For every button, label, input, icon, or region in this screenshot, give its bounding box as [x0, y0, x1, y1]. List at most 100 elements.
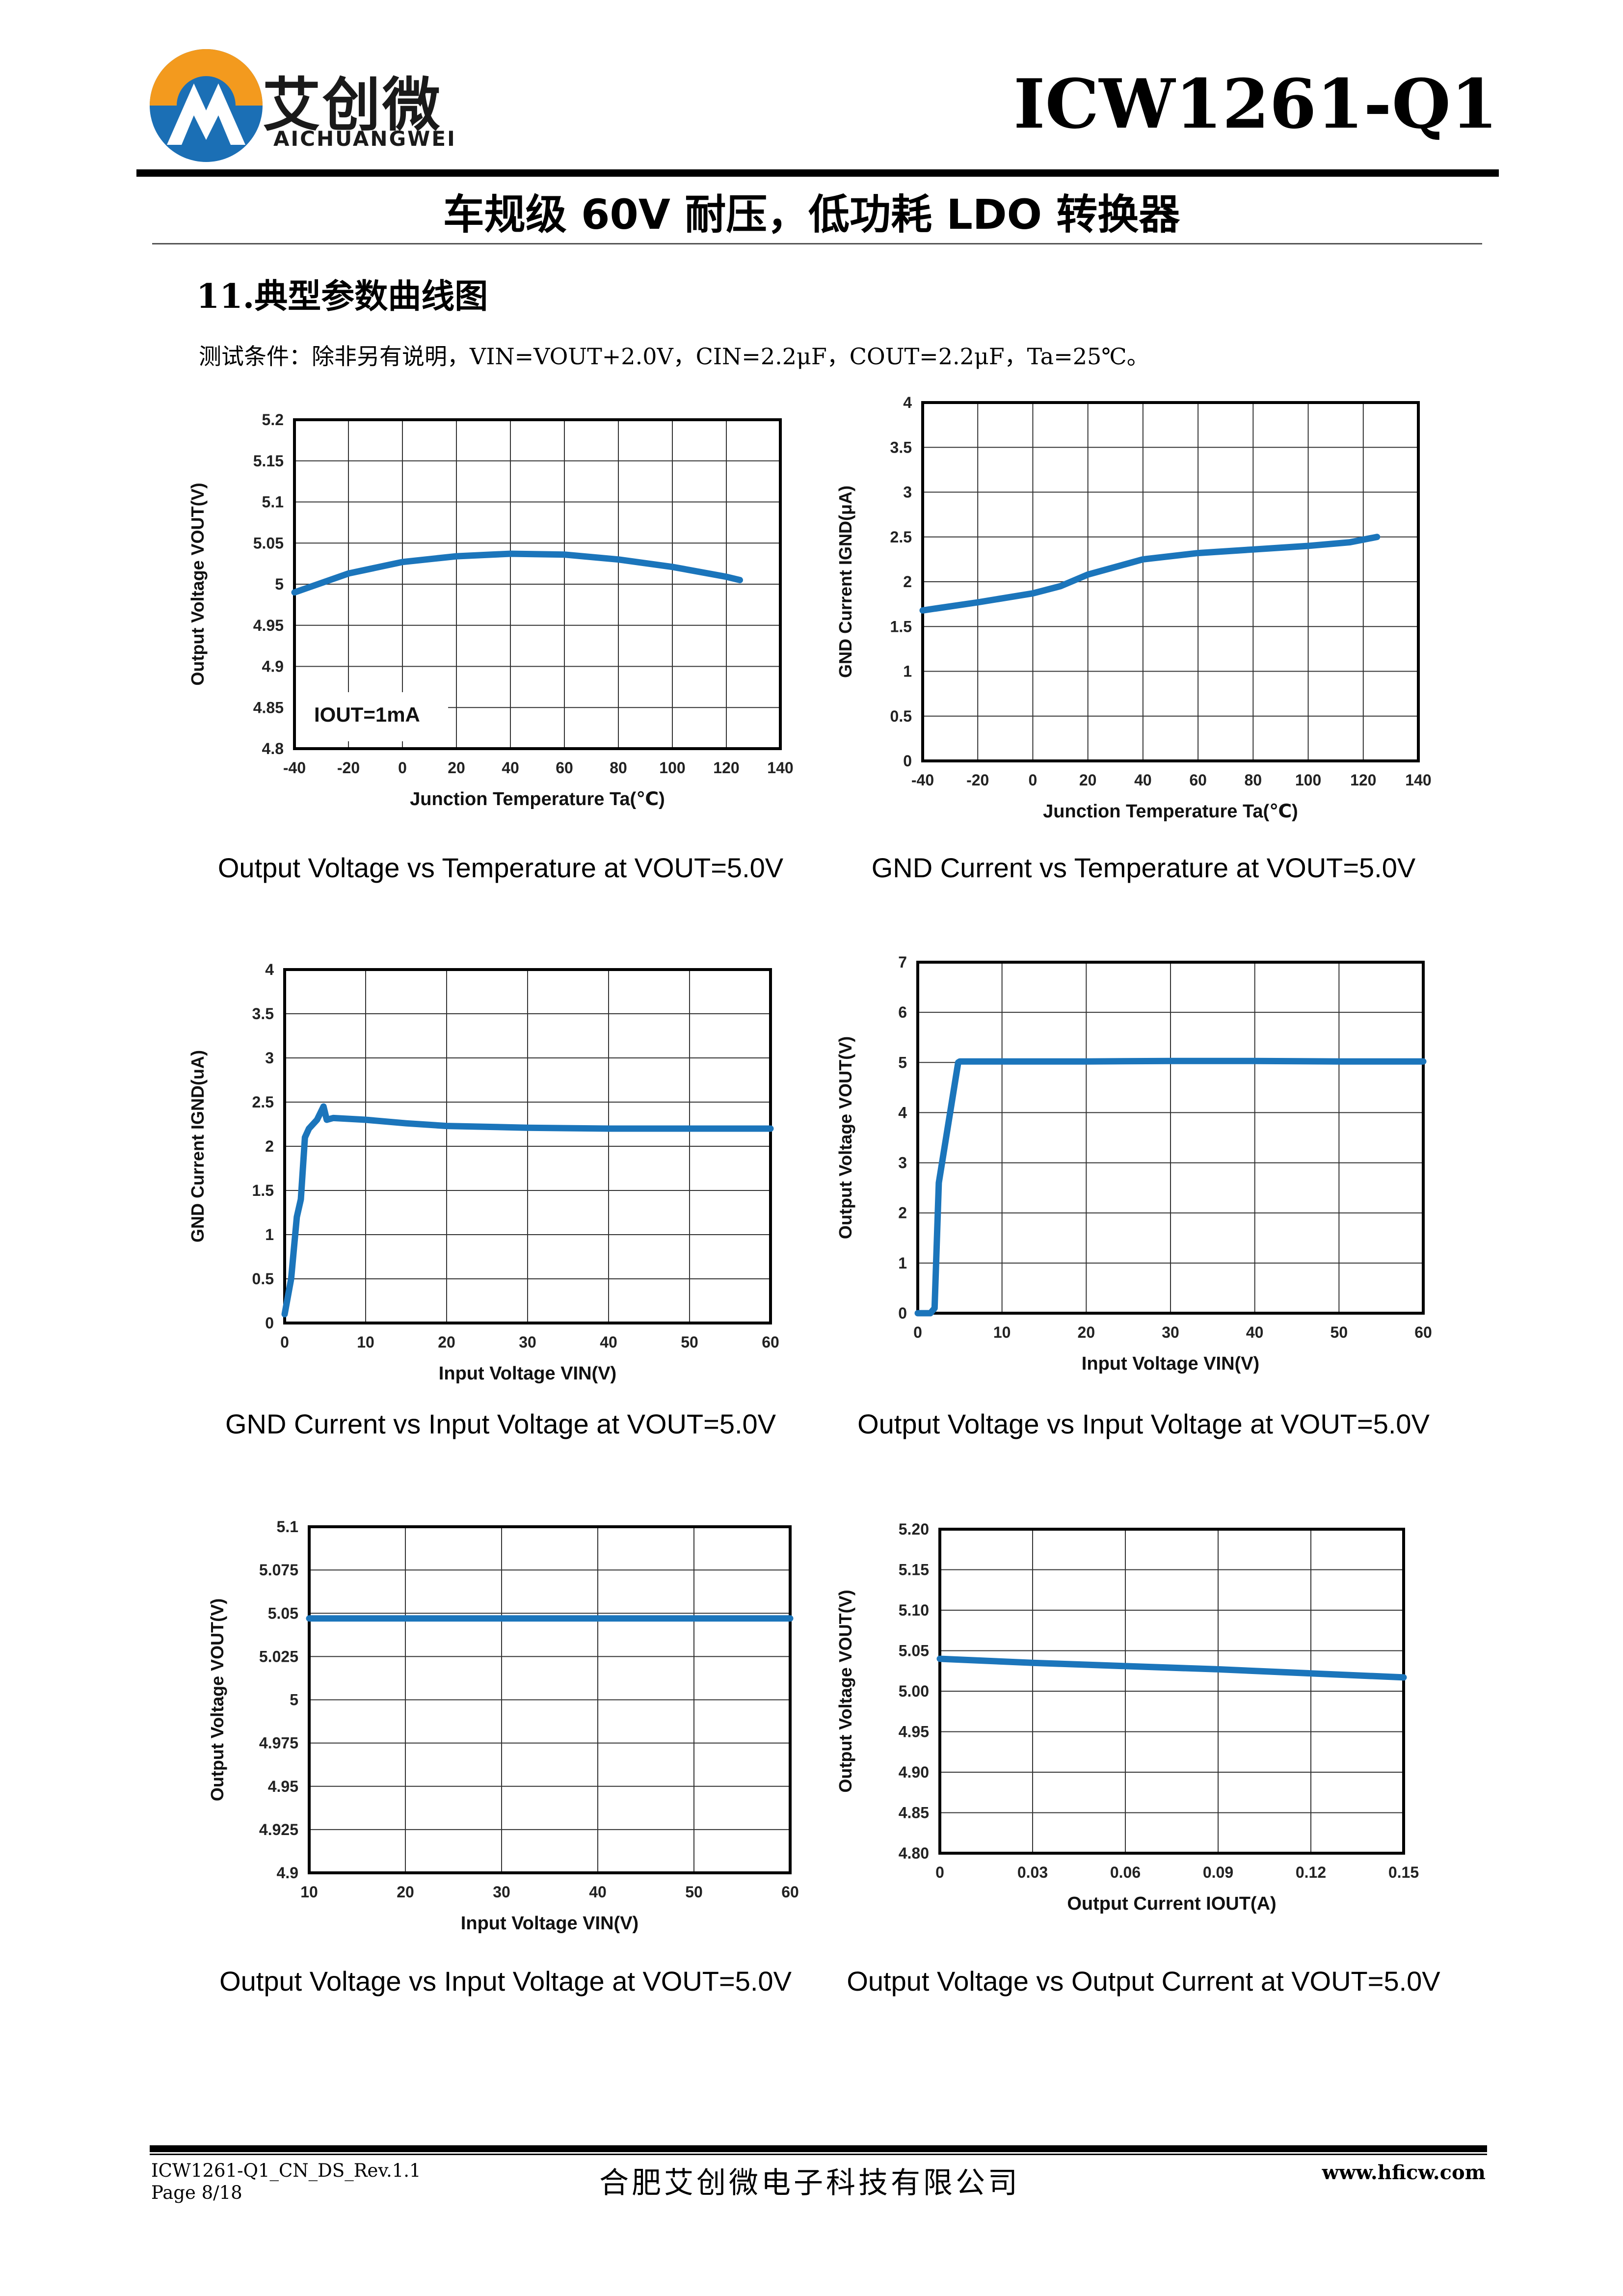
x-tick-label: 30	[493, 1883, 510, 1901]
y-tick-label: 4	[265, 961, 274, 978]
y-axis-label: Output Voltage VOUT(V)	[187, 483, 208, 685]
x-tick-label: 100	[659, 759, 685, 777]
y-tick-label: 5	[290, 1691, 298, 1709]
footer-doc-id: ICW1261-Q1_CN_DS_Rev.1.1	[151, 2160, 421, 2181]
x-tick-label: 60	[762, 1333, 779, 1351]
x-tick-label: 50	[681, 1333, 698, 1351]
chart-caption: GND Current vs Temperature at VOUT=5.0V	[871, 852, 1416, 883]
y-tick-label: 7	[898, 953, 907, 971]
y-tick-label: 5	[898, 1053, 907, 1071]
logo-text-chinese: 艾创微	[263, 71, 443, 139]
x-axis-label: Input Voltage VIN(V)	[439, 1363, 616, 1384]
y-tick-label: 2.5	[252, 1093, 274, 1111]
chart-vout-vs-temperature: -40 -20 0 20 40 60 80 100 120 140 4.8 4.85 4.9 4.95 5 5…	[187, 411, 794, 810]
x-tick-label: 0.03	[1017, 1864, 1048, 1881]
x-tick-label: 50	[685, 1883, 703, 1901]
y-tick-label: 2	[903, 573, 912, 591]
y-tick-label: 5.025	[259, 1648, 298, 1665]
x-axis-label: Output Current IOUT(A)	[1067, 1893, 1276, 1914]
y-tick-label: 5.05	[899, 1642, 929, 1660]
document-subtitle: 车规级 60V 耐压，低功耗 LDO 转换器	[443, 190, 1180, 239]
y-axis-label: GND Current IGND(μA)	[835, 486, 855, 678]
y-tick-label: 5.10	[899, 1601, 929, 1619]
footer-website: www.hficw.com	[1322, 2161, 1486, 2184]
y-tick-label: 4.95	[899, 1723, 929, 1741]
document-title: ICW1261-Q1	[1013, 64, 1498, 144]
plot-frame	[283, 968, 772, 1324]
y-tick-label: 3.5	[252, 1005, 274, 1023]
y-tick-label: 4.90	[899, 1763, 929, 1781]
y-tick-label: 0	[898, 1304, 907, 1322]
x-tick-label: 0	[1029, 771, 1038, 789]
x-tick-label: 40	[589, 1883, 607, 1901]
x-axis-label: Input Voltage VIN(V)	[461, 1913, 639, 1934]
x-tick-label: 80	[1245, 771, 1262, 789]
y-tick-label: 2.5	[890, 528, 912, 546]
footer-page-number: Page 8/18	[151, 2182, 242, 2203]
y-tick-label: 5	[275, 575, 284, 593]
x-tick-label: -20	[966, 771, 989, 789]
x-tick-label: 10	[993, 1324, 1011, 1341]
series-line	[936, 1655, 1407, 1681]
y-tick-label: 1	[903, 663, 912, 680]
x-tick-label: 120	[1350, 771, 1376, 789]
chart-vout-vs-vin-zoom: 10 20 30 40 50 60 4.9 4.925 4.95 4.975 5 5.025 5.05 5…	[207, 1518, 799, 1934]
plot-frame	[938, 1528, 1405, 1855]
y-tick-label: 5.15	[253, 452, 284, 470]
x-tick-label: 60	[1414, 1324, 1432, 1341]
y-tick-label: 3.5	[890, 438, 912, 456]
series-line	[281, 1103, 774, 1318]
x-tick-label: 120	[713, 759, 739, 777]
chart-vout-vs-iout: 0 0.03 0.06 0.09 0.12 0.15 4.80 4.85 4.90 4.95 5.0…	[835, 1520, 1419, 1914]
chart-vout-vs-vin: 0 10 20 30 40 50 60 0 1 2 3 4 5 6 7 Input Voltage VIN(V…	[835, 953, 1432, 1374]
series-line	[291, 550, 743, 596]
y-tick-label: 4.85	[253, 699, 284, 716]
chart-caption: Output Voltage vs Input Voltage at VOUT=…	[857, 1408, 1430, 1439]
y-tick-label: 5.075	[259, 1561, 298, 1579]
footer-divider	[150, 2145, 1487, 2152]
y-tick-label: 4.925	[259, 1821, 298, 1838]
x-tick-label: 0	[935, 1864, 944, 1881]
y-tick-label: 3	[265, 1049, 274, 1067]
plot-frame	[916, 961, 1425, 1315]
x-tick-label: 0	[280, 1333, 289, 1351]
y-tick-label: 6	[898, 1003, 907, 1021]
y-tick-label: 1	[265, 1226, 274, 1243]
x-tick-label: 0.15	[1388, 1864, 1419, 1881]
x-tick-label: 0	[913, 1324, 922, 1341]
x-tick-label: 20	[448, 759, 465, 777]
y-tick-label: 5.20	[899, 1520, 929, 1538]
chart-ignd-vs-vin: 0 10 20 30 40 50 60 0 0.5 1 1.5 2 2.5 3 3.5 4 Input Volt…	[187, 961, 779, 1384]
x-tick-label: 20	[397, 1883, 414, 1901]
x-tick-label: 100	[1295, 771, 1321, 789]
y-tick-label: 4.95	[253, 617, 284, 634]
x-tick-label: 0	[398, 759, 407, 777]
x-tick-label: 40	[1246, 1324, 1264, 1341]
y-tick-label: 0	[265, 1314, 274, 1332]
x-tick-label: 40	[1134, 771, 1152, 789]
x-axis-label: Junction Temperature Ta(℃)	[1043, 801, 1298, 822]
y-tick-label: 0.5	[890, 707, 912, 725]
chart-caption: Output Voltage vs Output Current at VOUT…	[847, 1966, 1440, 1997]
y-tick-label: 0	[903, 752, 912, 770]
x-tick-label: -40	[283, 759, 306, 777]
y-tick-label: 4.975	[259, 1734, 298, 1752]
x-tick-label: 60	[556, 759, 573, 777]
y-tick-label: 2	[898, 1204, 907, 1222]
section-heading: 11.典型参数曲线图	[196, 277, 488, 316]
y-tick-label: 1.5	[890, 618, 912, 635]
x-tick-label: 10	[300, 1883, 318, 1901]
y-tick-label: 3	[898, 1154, 907, 1172]
series-line	[914, 1057, 1427, 1317]
test-conditions: 测试条件：除非另有说明，VIN=VOUT+2.0V，CIN=2.2μF，COUT…	[199, 343, 1149, 370]
x-axis-label: Input Voltage VIN(V)	[1082, 1353, 1259, 1374]
y-tick-label: 5.2	[262, 411, 284, 429]
y-tick-label: 5.1	[277, 1518, 298, 1536]
y-tick-label: 4.9	[277, 1864, 298, 1882]
y-tick-label: 5.05	[268, 1604, 298, 1622]
x-tick-label: 0.06	[1110, 1864, 1141, 1881]
y-axis-label: Output Voltage VOUT(V)	[835, 1590, 855, 1792]
x-tick-label: 50	[1330, 1324, 1348, 1341]
x-tick-label: 0.12	[1296, 1864, 1326, 1881]
x-tick-label: 30	[519, 1333, 536, 1351]
